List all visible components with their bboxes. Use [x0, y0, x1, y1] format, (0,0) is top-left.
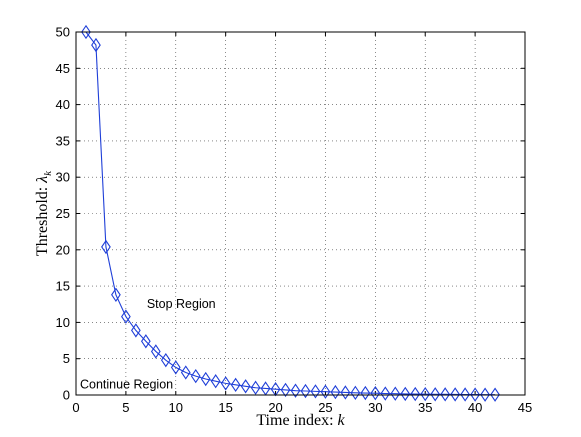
x-tick-label: 5 — [122, 400, 129, 415]
y-axis-label: Threshold: λk — [34, 170, 54, 256]
data-point — [280, 382, 291, 398]
x-tick-label: 0 — [72, 400, 79, 415]
x-tick-label: 15 — [218, 400, 232, 415]
annotation-label: Continue Region — [80, 377, 173, 391]
data-point — [121, 309, 131, 324]
data-point — [190, 368, 201, 384]
data-point — [111, 287, 121, 302]
data-point — [380, 386, 391, 401]
x-axis-ticks: 0 5 10 15 20 25 30 35 40 45 — [72, 32, 532, 415]
data-point — [420, 386, 431, 402]
data-point — [330, 384, 341, 400]
series-threshold — [81, 24, 500, 402]
data-point — [220, 376, 231, 391]
y-tick-label: 25 — [56, 206, 70, 221]
data-point — [400, 386, 411, 402]
data-point — [230, 377, 241, 393]
x-tick-label: 45 — [518, 400, 532, 415]
data-point — [170, 360, 181, 375]
y-tick-label: 30 — [56, 170, 70, 185]
x-tick-label: 30 — [368, 400, 382, 415]
data-point — [310, 384, 321, 399]
y-axis-ticks: 0 5 10 15 20 25 30 35 40 45 50 — [56, 25, 525, 403]
data-point — [350, 385, 361, 401]
y-tick-label: 40 — [56, 97, 70, 112]
y-tick-label: 10 — [56, 315, 70, 330]
x-tick-label: 25 — [318, 400, 332, 415]
data-point — [101, 239, 111, 255]
data-point — [440, 387, 451, 402]
y-tick-label: 5 — [63, 351, 70, 366]
data-point — [430, 387, 441, 402]
y-tick-label: 20 — [56, 242, 70, 257]
data-point — [450, 387, 461, 402]
y-tick-label: 45 — [56, 61, 70, 76]
data-point — [470, 387, 480, 402]
data-point — [360, 385, 371, 401]
data-point — [160, 352, 171, 368]
data-point — [140, 334, 151, 349]
series-line — [85, 31, 496, 396]
data-point — [410, 386, 421, 402]
data-point — [250, 380, 261, 395]
data-point — [180, 365, 191, 380]
data-point — [480, 387, 490, 402]
y-tick-label: 15 — [56, 279, 70, 294]
data-point — [91, 37, 101, 53]
data-point — [210, 374, 221, 389]
y-tick-label: 0 — [63, 388, 70, 403]
annotations: Stop Region Continue Region — [80, 297, 216, 392]
x-axis-label: Time index: k — [256, 412, 345, 429]
annotation-label: Stop Region — [147, 297, 216, 311]
data-point — [81, 24, 91, 40]
data-point — [150, 344, 161, 359]
data-point — [490, 387, 500, 402]
plot-frame — [75, 31, 526, 396]
data-point — [390, 386, 401, 401]
data-point — [131, 323, 141, 338]
y-tick-label: 35 — [56, 133, 70, 148]
x-tick-label: 20 — [268, 400, 282, 415]
data-point — [290, 383, 301, 398]
data-point — [370, 386, 381, 401]
data-point — [320, 384, 331, 399]
y-tick-label: 50 — [56, 25, 70, 40]
data-point — [240, 379, 251, 394]
data-point — [200, 371, 211, 387]
x-tick-label: 40 — [468, 400, 482, 415]
data-point — [300, 383, 311, 399]
grid — [76, 32, 525, 395]
x-tick-label: 35 — [418, 400, 432, 415]
data-point — [460, 387, 470, 402]
x-tick-label: 10 — [169, 400, 183, 415]
data-point — [340, 385, 351, 400]
